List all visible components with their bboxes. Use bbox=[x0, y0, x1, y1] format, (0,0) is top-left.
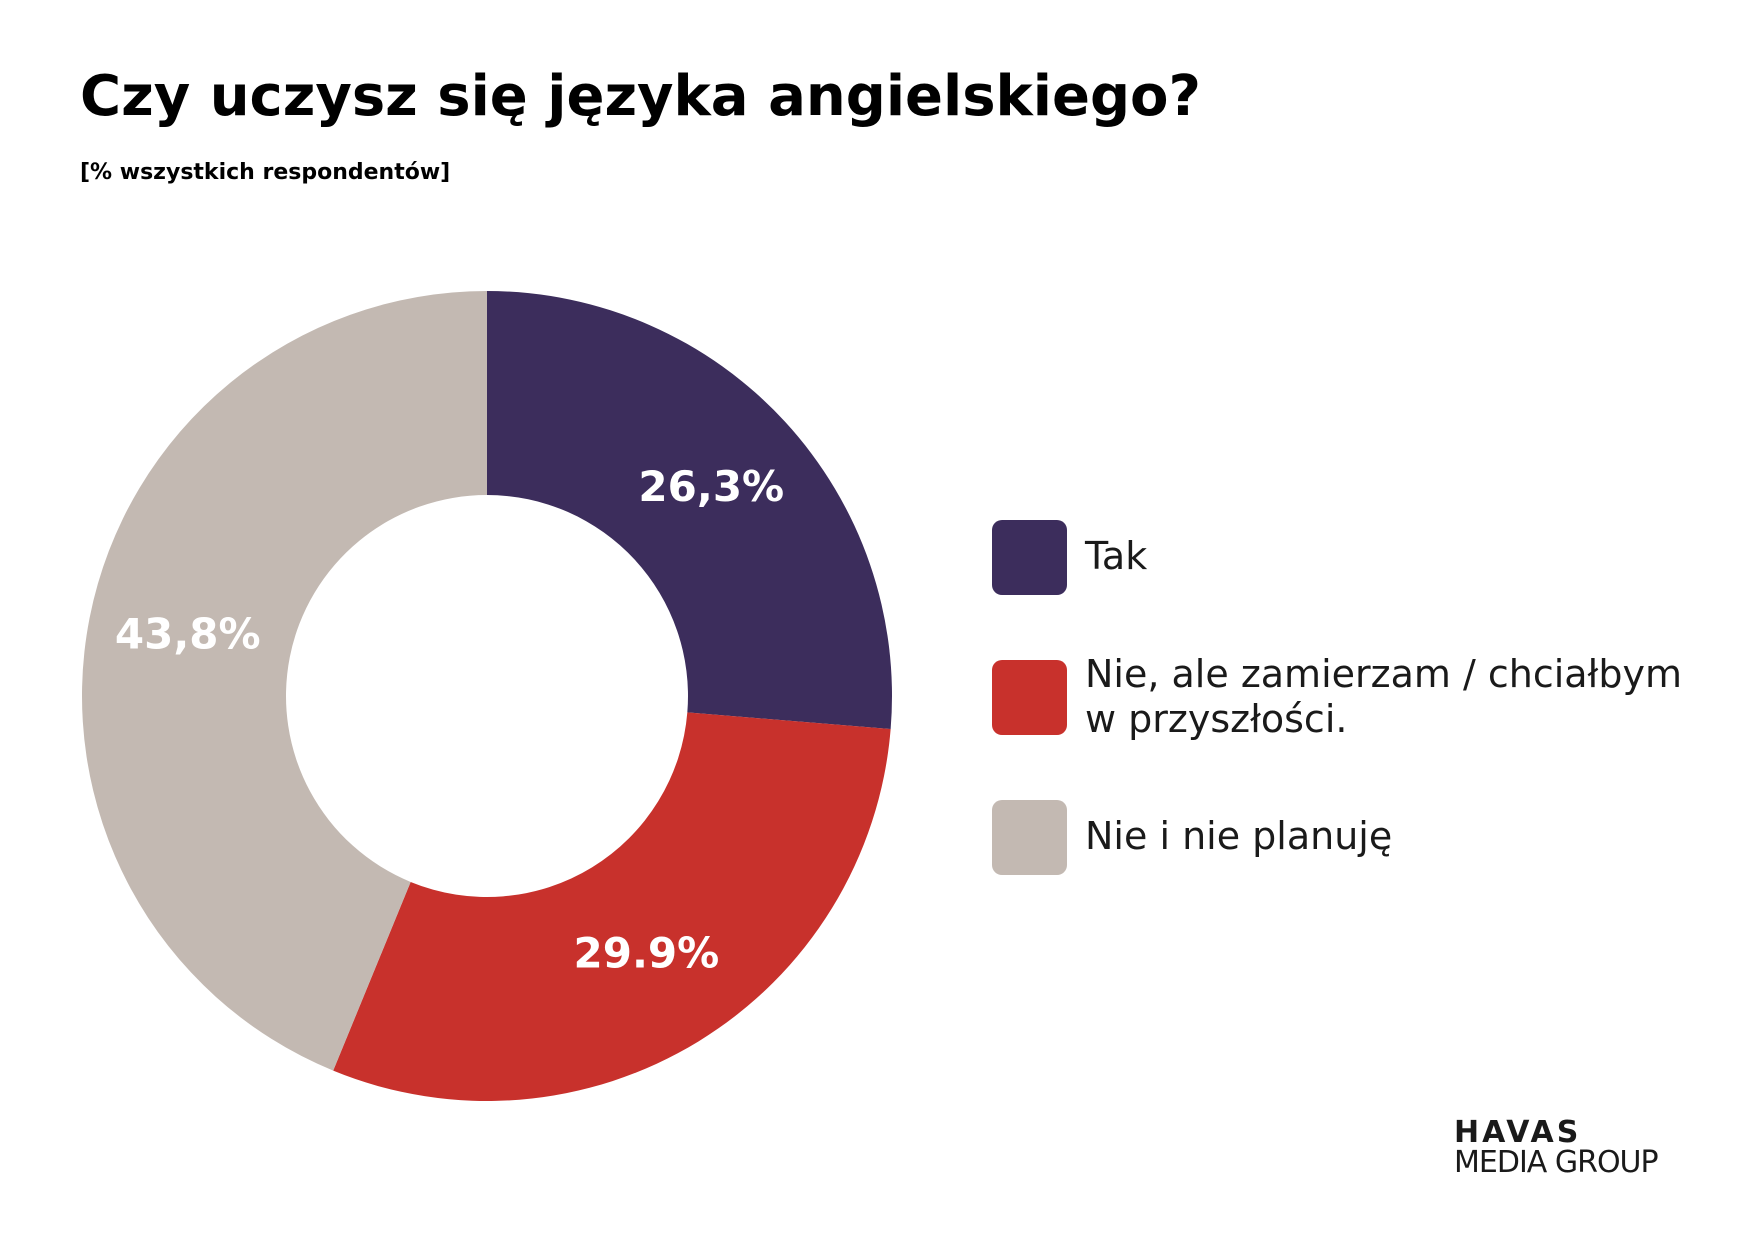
legend-item: Tak bbox=[992, 519, 1685, 595]
logo: HAVAS MEDIA GROUP bbox=[1454, 1115, 1659, 1180]
logo-line: MEDIA GROUP bbox=[1454, 1145, 1659, 1180]
legend-swatch bbox=[992, 659, 1067, 735]
legend-item: Nie, ale zamierzam / chciałbym w przyszł… bbox=[992, 652, 1685, 743]
legend-label: Tak bbox=[1085, 534, 1148, 579]
data-label: 26,3% bbox=[638, 462, 784, 511]
donut-slice bbox=[487, 291, 892, 730]
donut-slice bbox=[82, 291, 487, 1071]
legend-item: Nie i nie planuję bbox=[992, 799, 1685, 875]
data-label: 29.9% bbox=[574, 929, 720, 978]
data-label: 43,8% bbox=[115, 609, 261, 658]
donut-slice bbox=[333, 712, 891, 1101]
legend-swatch bbox=[992, 799, 1067, 875]
legend-swatch bbox=[992, 519, 1067, 595]
chart-title: Czy uczysz się języka angielskiego? bbox=[80, 64, 1201, 129]
legend-label: Nie, ale zamierzam / chciałbym w przyszł… bbox=[1085, 651, 1682, 742]
chart-subtitle: [% wszystkich respondentów] bbox=[80, 160, 450, 185]
logo-line: HAVAS bbox=[1454, 1115, 1582, 1150]
legend-label: Nie i nie planuję bbox=[1085, 814, 1393, 859]
